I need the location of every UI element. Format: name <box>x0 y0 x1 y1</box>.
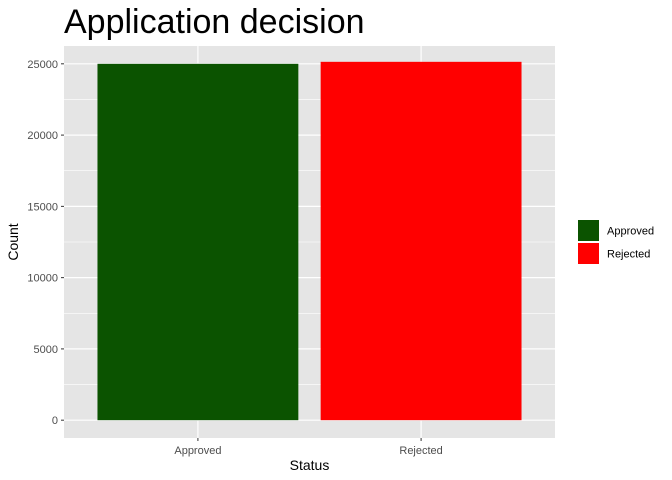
bars <box>97 61 522 421</box>
bar-approved <box>97 63 299 421</box>
y-tick-label: 0 <box>52 415 58 427</box>
x-axis-title: Status <box>290 457 330 473</box>
y-axis-title: Count <box>5 223 21 260</box>
legend-key-approved <box>578 220 599 241</box>
bar-rejected <box>320 61 522 421</box>
y-axis: 0 5000 10000 15000 20000 25000 <box>27 59 64 427</box>
chart-title: Application decision <box>64 3 365 41</box>
y-tick-label: 5000 <box>34 344 58 356</box>
y-tick-label: 10000 <box>27 273 58 285</box>
legend-label: Approved <box>607 226 654 238</box>
legend-label: Rejected <box>607 249 650 261</box>
legend-key-rejected <box>578 243 599 264</box>
x-axis: Approved Rejected <box>174 438 443 457</box>
y-tick-label: 20000 <box>27 130 58 142</box>
x-tick-label: Rejected <box>399 445 442 457</box>
legend: Approved Rejected <box>578 220 654 264</box>
y-tick-label: 15000 <box>27 201 58 213</box>
y-tick-label: 25000 <box>27 59 58 71</box>
x-tick-label: Approved <box>174 445 221 457</box>
